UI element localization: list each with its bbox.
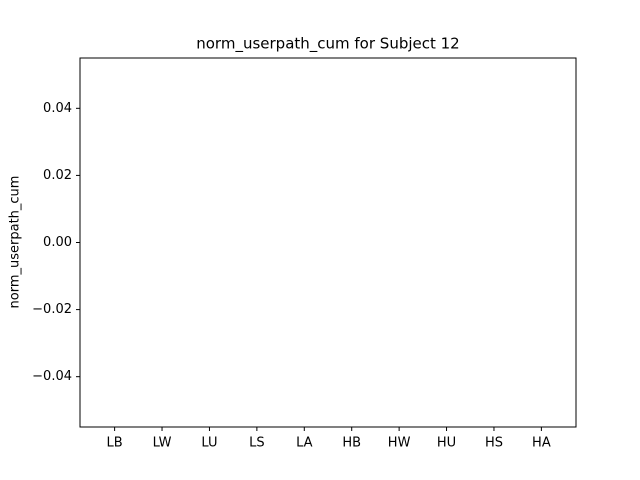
x-tick-label: LW (153, 436, 172, 451)
y-tick-label: 0.04 (43, 101, 72, 116)
x-tick-label: LA (296, 436, 313, 451)
x-tick-label: LS (249, 436, 265, 451)
x-tick-label: LB (107, 436, 123, 451)
y-tick-label: −0.04 (32, 369, 72, 384)
x-tick-label: HW (388, 436, 411, 451)
x-tick-label: HS (485, 436, 503, 451)
y-tick-label: 0.00 (43, 235, 72, 250)
y-tick-label: −0.02 (32, 302, 72, 317)
x-tick-label: HA (532, 436, 551, 451)
x-tick-label: HB (342, 436, 361, 451)
x-tick-label: LU (201, 436, 217, 451)
y-axis-label: norm_userpath_cum (8, 176, 23, 309)
chart-title: norm_userpath_cum for Subject 12 (196, 35, 459, 54)
y-tick-label: 0.02 (43, 168, 72, 183)
plot-frame (79, 57, 577, 428)
x-tick-label: HU (437, 436, 456, 451)
